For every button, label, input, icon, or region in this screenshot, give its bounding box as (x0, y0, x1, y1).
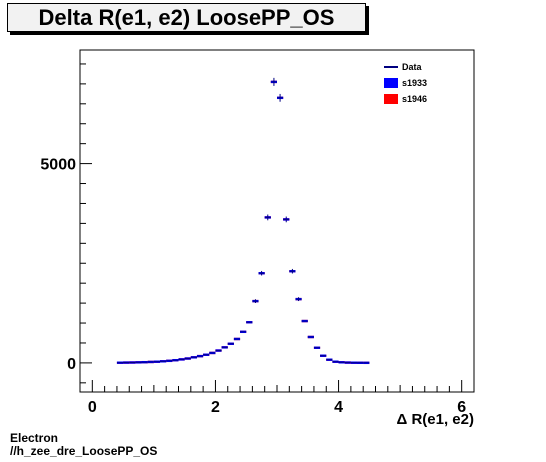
data-point (344, 361, 351, 364)
legend: Data s1933 s1946 (384, 62, 427, 104)
data-point (221, 346, 228, 349)
data-point (277, 93, 284, 102)
data-point (203, 353, 210, 356)
data-point (363, 361, 370, 365)
data-point (215, 349, 222, 352)
y-tick-label: 5000 (40, 157, 76, 174)
data-point (135, 361, 142, 364)
legend-label: s1946 (402, 94, 427, 104)
data-point (289, 268, 296, 274)
legend-label: s1933 (402, 78, 427, 88)
x-tick-label: 6 (457, 399, 466, 416)
data-point (166, 359, 173, 363)
data-point (357, 361, 364, 364)
data-point (233, 337, 241, 341)
x-axis-title: Δ R(e1, e2) (397, 411, 474, 428)
chart-title: Delta R(e1, e2) LoosePP_OS (38, 5, 335, 30)
data-point (153, 360, 161, 363)
data-point (295, 297, 302, 302)
data-point (141, 360, 148, 364)
legend-entry: s1933 (384, 78, 427, 88)
data-point (270, 77, 277, 86)
data-point (227, 342, 234, 345)
data-point (252, 299, 259, 304)
data-point (301, 319, 308, 323)
data-point (178, 358, 185, 361)
data-point (283, 216, 290, 223)
legend-label: Data (402, 62, 423, 72)
data-point (129, 361, 136, 364)
data-point (172, 358, 179, 362)
data-marks (116, 77, 370, 365)
x-tick-label: 2 (211, 399, 220, 416)
data-point (147, 360, 154, 364)
data-point (313, 346, 321, 349)
legend-entry: s1946 (384, 94, 427, 104)
data-point (184, 357, 191, 360)
legend-swatch (384, 94, 398, 104)
data-point (264, 214, 271, 221)
tick-labels: 0 2 4 6 0 5000 (40, 157, 466, 416)
data-point (307, 335, 314, 339)
x-tick-label: 0 (88, 399, 97, 416)
data-point (246, 321, 253, 324)
data-point (160, 360, 167, 363)
data-point (190, 356, 197, 359)
data-point (332, 360, 339, 363)
legend-entry: Data (384, 62, 423, 72)
data-point (209, 351, 216, 355)
footer-line-2: //h_zee_dre_LoosePP_OS (10, 444, 158, 458)
legend-swatch (384, 78, 398, 88)
data-point (240, 330, 247, 334)
x-tick-label: 4 (334, 399, 343, 416)
data-point (338, 361, 345, 364)
axis-ticks (80, 63, 463, 392)
y-tick-label: 0 (67, 356, 76, 373)
footer: Electron //h_zee_dre_LoosePP_OS (10, 432, 157, 458)
footer-line-1: Electron (10, 431, 59, 445)
data-point (350, 361, 358, 364)
data-point (320, 354, 327, 357)
data-point (116, 361, 124, 364)
data-point (326, 358, 333, 361)
data-point (196, 354, 204, 358)
title-box: Delta R(e1, e2) LoosePP_OS (7, 3, 366, 32)
data-point (123, 361, 130, 364)
data-point (258, 270, 265, 276)
